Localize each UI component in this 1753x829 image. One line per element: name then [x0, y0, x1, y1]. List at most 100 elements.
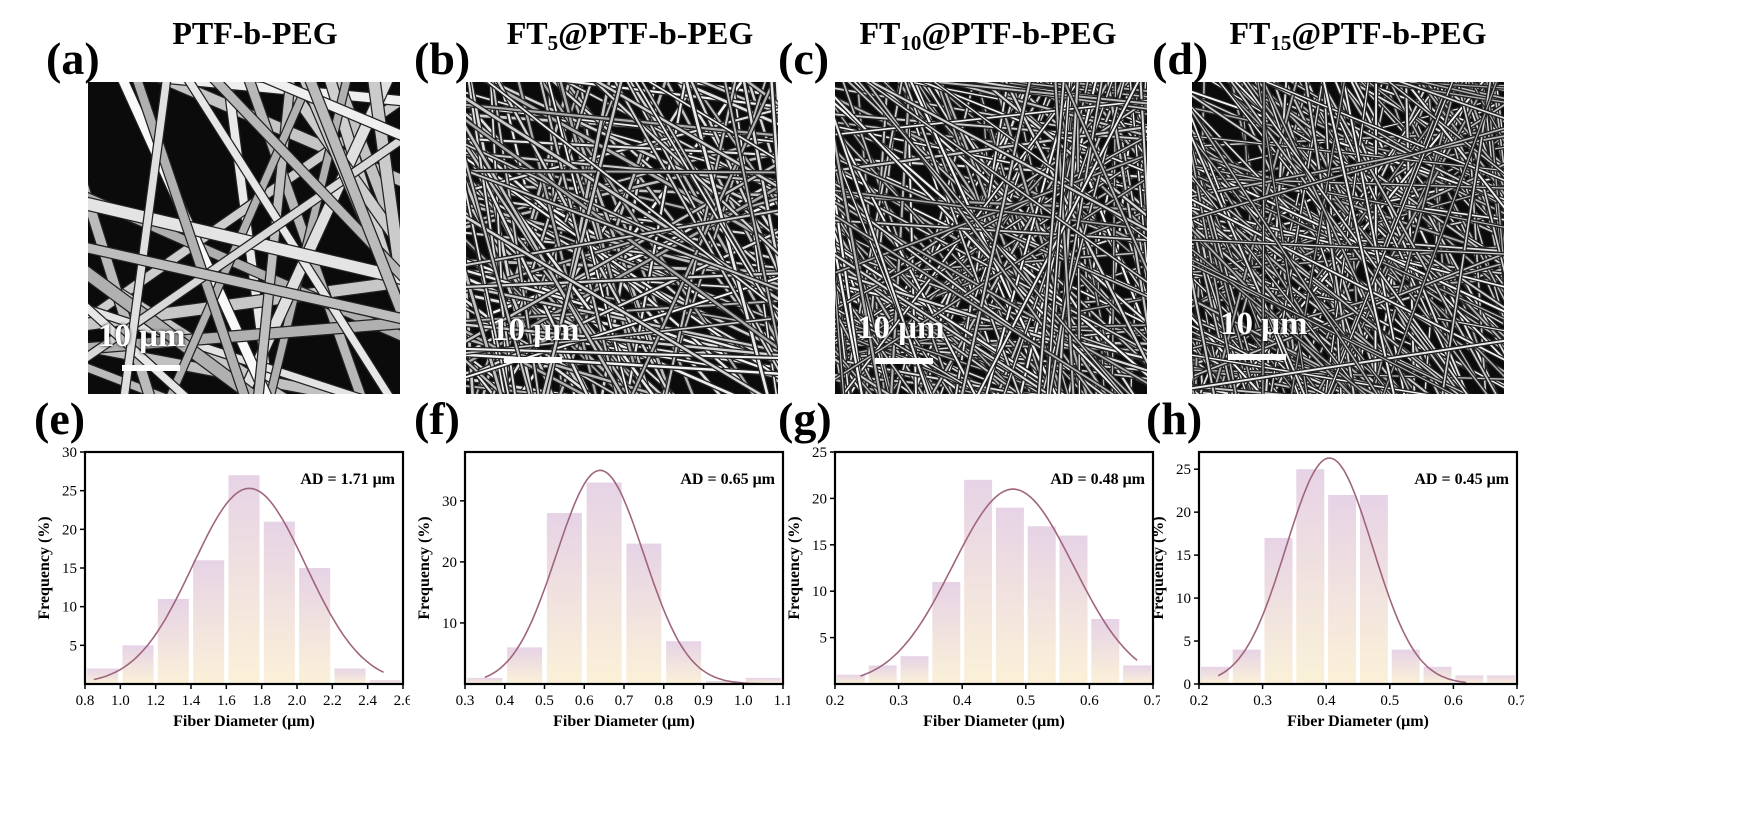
fiber [856, 82, 1126, 394]
x-tick-label: 0.3 [1253, 693, 1272, 709]
gaussian-fit-curve [860, 488, 1138, 677]
fiber [1192, 247, 1369, 394]
y-axis-label: Frequency (%) [786, 516, 803, 619]
y-tick-label: 20 [442, 555, 457, 571]
fiber [88, 302, 190, 394]
histogram-bar [334, 668, 366, 684]
plot-frame [1197, 450, 1519, 686]
fiber [1192, 238, 1504, 256]
fiber [466, 346, 778, 361]
x-tick-label: 2.6 [394, 693, 410, 709]
fiber [538, 82, 619, 394]
fiber [1123, 82, 1147, 140]
x-tick-label: 0.5 [1016, 693, 1035, 709]
x-axis-label: Fiber Diameter (μm) [923, 713, 1065, 730]
fiber [484, 82, 778, 313]
fiber [674, 82, 778, 127]
y-tick-label: 0 [1184, 677, 1192, 693]
fiber [1192, 133, 1504, 199]
fiber [1321, 82, 1397, 394]
fiber [835, 243, 1067, 394]
panel-letter-c: (c) [778, 33, 830, 84]
x-tick-label: 0.4 [953, 693, 972, 709]
scale-bar [875, 358, 933, 364]
fiber [769, 82, 778, 214]
fiber [540, 82, 624, 394]
fiber [835, 191, 1106, 394]
fiber [1047, 82, 1104, 394]
fiber [119, 82, 172, 394]
fiber [1192, 269, 1217, 394]
fiber [466, 265, 504, 394]
y-axis-label: Frequency (%) [416, 516, 433, 619]
x-tick-label: 1.0 [734, 693, 753, 709]
x-tick-label: 0.8 [76, 693, 95, 709]
histogram-bar [1487, 675, 1516, 684]
histogram-bar [745, 677, 781, 684]
x-tick-label: 0.3 [889, 693, 908, 709]
x-tick-label: 1.1 [774, 693, 790, 709]
fiber [1192, 377, 1196, 394]
fiber [1481, 82, 1504, 296]
fiber [1045, 82, 1072, 394]
fiber [835, 131, 883, 394]
panel-title-b: FT5@PTF-b-PEG [506, 15, 754, 55]
y-tick-label: 10 [1176, 591, 1191, 607]
histogram-bar [666, 641, 702, 684]
fiber [466, 117, 778, 352]
fiber [1192, 197, 1504, 362]
fiber [835, 156, 1147, 299]
x-tick-label: 0.6 [575, 693, 594, 709]
y-tick-label: 10 [62, 600, 77, 616]
histogram-bar [900, 656, 929, 684]
x-tick-label: 0.7 [615, 693, 634, 709]
fiber [466, 168, 778, 175]
fiber [466, 214, 765, 394]
fiber [1192, 386, 1202, 394]
histogram-bar [299, 568, 331, 684]
fiber [88, 242, 400, 325]
fiber [1192, 108, 1380, 394]
fiber [466, 136, 778, 158]
fiber [1192, 126, 1504, 221]
histogram-bar [546, 513, 582, 684]
fiber [1192, 149, 1504, 259]
panel-title-a: PTF-b-PEG [172, 15, 338, 51]
fiber [1381, 82, 1499, 394]
histogram-bar [1027, 526, 1056, 684]
fiber [835, 124, 1147, 173]
fiber [1192, 338, 1504, 391]
fiber [466, 284, 778, 354]
fiber [1062, 82, 1147, 275]
fiber [931, 82, 1147, 241]
fiber [1386, 82, 1504, 176]
x-tick-label: 0.9 [694, 693, 713, 709]
scale-bar [122, 365, 180, 371]
panel-title-c: FT10@PTF-b-PEG [859, 15, 1117, 55]
fiber [1341, 82, 1407, 394]
y-axis-label: Frequency (%) [36, 516, 53, 619]
fiber [1261, 82, 1504, 183]
fiber [466, 139, 656, 394]
fiber [835, 347, 875, 394]
histogram-bar [1296, 469, 1325, 684]
y-axis-label: Frequency (%) [1150, 516, 1167, 619]
histogram-bar [1059, 535, 1088, 684]
y-tick-label: 10 [442, 616, 457, 632]
fiber [1192, 257, 1457, 394]
fiber [835, 124, 1147, 194]
fiber [1192, 132, 1307, 394]
average-diameter-annotation: AD = 1.71 μm [300, 471, 395, 488]
fiber [466, 160, 778, 345]
x-tick-label: 1.4 [182, 693, 201, 709]
x-tick-label: 1.6 [217, 693, 236, 709]
fiber [835, 114, 931, 394]
fiber [260, 82, 400, 141]
histogram-bar [932, 581, 961, 684]
fiber [959, 82, 1032, 394]
fiber [1192, 384, 1299, 394]
fiber [1192, 390, 1242, 394]
fiber [1192, 146, 1238, 394]
fiber [723, 82, 778, 353]
histogram-bar [467, 677, 503, 684]
